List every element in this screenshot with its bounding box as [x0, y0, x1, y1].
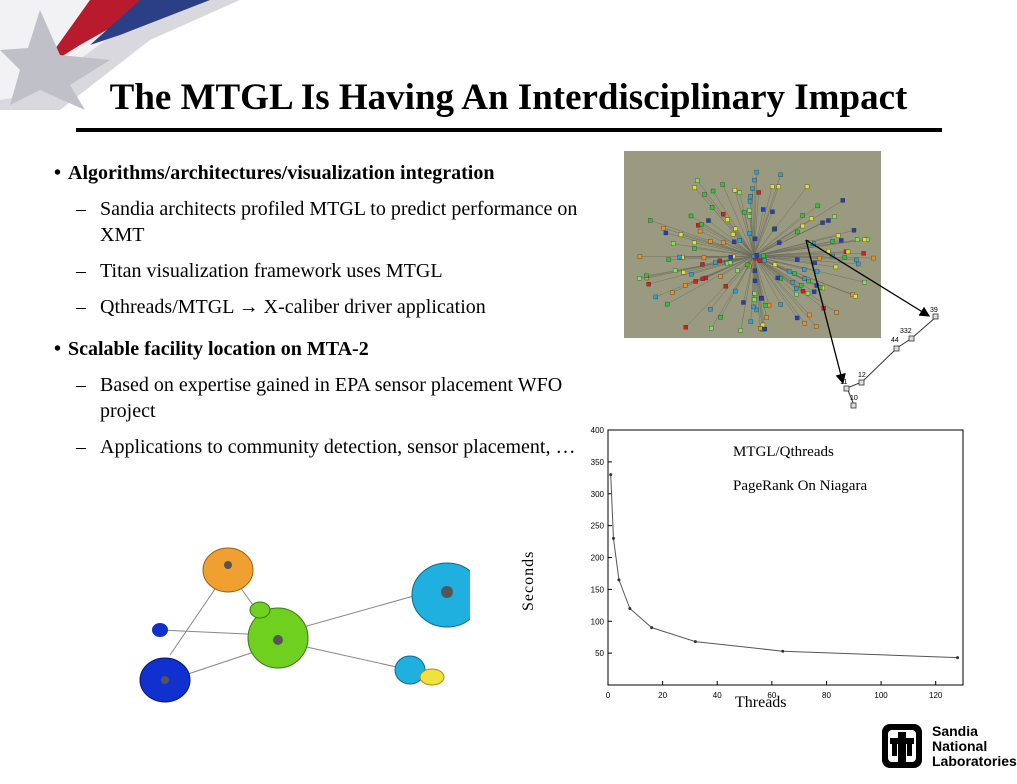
- logo-line2: National: [932, 738, 988, 754]
- thunderbird-logo-icon: [882, 724, 922, 768]
- logo-line3: Laboratories: [932, 753, 1017, 769]
- chart-plot-frame: [607, 429, 964, 686]
- zoom-label: 39: [930, 307, 938, 314]
- sub-bullet-text: Titan visualization framework uses MTGL: [100, 260, 443, 282]
- dash-icon: –: [76, 436, 86, 458]
- chart-y-axis-label: Seconds: [520, 550, 537, 611]
- y-tick-label: 150: [591, 585, 605, 594]
- sub-bullet-text: Sandia architects profiled MTGL to predi…: [100, 198, 578, 246]
- data-point: [609, 473, 613, 477]
- data-point: [693, 640, 697, 644]
- title-divider: [76, 128, 942, 132]
- x-tick-label: 60: [767, 691, 776, 700]
- corner-star-flag-decoration: [0, 0, 240, 110]
- zoom-label: 12: [858, 372, 866, 379]
- data-point: [617, 578, 621, 582]
- bullet-item: • Scalable facility location on MTA-2: [54, 336, 588, 362]
- y-tick-label: 300: [591, 490, 605, 499]
- zoom-label: 10: [850, 395, 858, 402]
- x-tick-label: 120: [929, 691, 943, 700]
- y-tick-label: 50: [595, 649, 604, 658]
- y-tick-label: 100: [591, 617, 605, 626]
- y-tick-label: 250: [591, 522, 605, 531]
- logo-line1: Sandia: [932, 723, 978, 739]
- sub-bullet: – Sandia architects profiled MTGL to pred…: [76, 196, 588, 248]
- sandia-logo: Sandia National Laboratories: [880, 720, 1017, 775]
- bullet-list: • Algorithms/architectures/visualization …: [54, 160, 588, 470]
- data-point: [611, 536, 615, 540]
- chart-x-axis-label: Threads: [735, 694, 787, 711]
- zoomed-subgraph-image: 39 332 44 12 11 10: [840, 307, 939, 409]
- series-line: [610, 474, 958, 659]
- data-point: [650, 626, 654, 630]
- zoom-label: 332: [900, 328, 912, 335]
- bullet-label: Scalable facility location on MTA-2: [68, 338, 369, 360]
- sub-bullet: – Titan visualization framework uses MTGL: [76, 258, 588, 284]
- data-point: [628, 607, 632, 610]
- cluster-graph-image: [139, 547, 470, 703]
- x-tick-label: 40: [713, 691, 722, 700]
- dash-icon: –: [76, 260, 86, 282]
- x-tick-label: 20: [658, 691, 667, 700]
- zoom-label: 44: [891, 337, 899, 344]
- data-point: [781, 649, 785, 653]
- chart-legend-label: PageRank On Niagara: [733, 478, 868, 494]
- x-tick-label: 80: [822, 691, 831, 700]
- y-tick-label: 350: [591, 458, 605, 467]
- sub-bullet-text: Applications to community detection, sen…: [100, 436, 576, 458]
- y-tick-label: 400: [591, 426, 605, 435]
- bullet-dot-icon: •: [54, 338, 62, 360]
- zoom-label: 11: [840, 379, 847, 386]
- chart-legend-label: MTGL/Qthreads: [733, 444, 834, 460]
- page-title: The MTGL Is Having An Interdisciplinary …: [109, 77, 908, 118]
- x-tick-label: 100: [874, 691, 888, 700]
- sub-bullet-text: Based on expertise gained in EPA sensor …: [100, 374, 563, 422]
- pagerank-chart: 50 100 150 200 250 300 350 400 0 20 40 60 80 100 120: [591, 426, 964, 700]
- bullet-dot-icon: •: [54, 162, 62, 184]
- x-tick-label: 0: [606, 691, 611, 700]
- sub-bullet-text: Qthreads/MTGL → X-caliber driver applica…: [100, 296, 486, 318]
- data-point: [956, 656, 960, 660]
- bullet-item: • Algorithms/architectures/visualization …: [54, 160, 588, 186]
- dash-icon: –: [76, 374, 86, 396]
- dash-icon: –: [76, 198, 86, 220]
- y-tick-label: 200: [591, 554, 605, 563]
- sub-bullet: – Qthreads/MTGL → X-caliber driver applic…: [76, 294, 588, 320]
- sub-bullet: – Based on expertise gained in EPA sensor…: [76, 372, 588, 424]
- bullet-label: Algorithms/architectures/visualization i…: [68, 162, 495, 184]
- dash-icon: –: [76, 296, 86, 318]
- sub-bullet: – Applications to community detection, se…: [76, 434, 588, 460]
